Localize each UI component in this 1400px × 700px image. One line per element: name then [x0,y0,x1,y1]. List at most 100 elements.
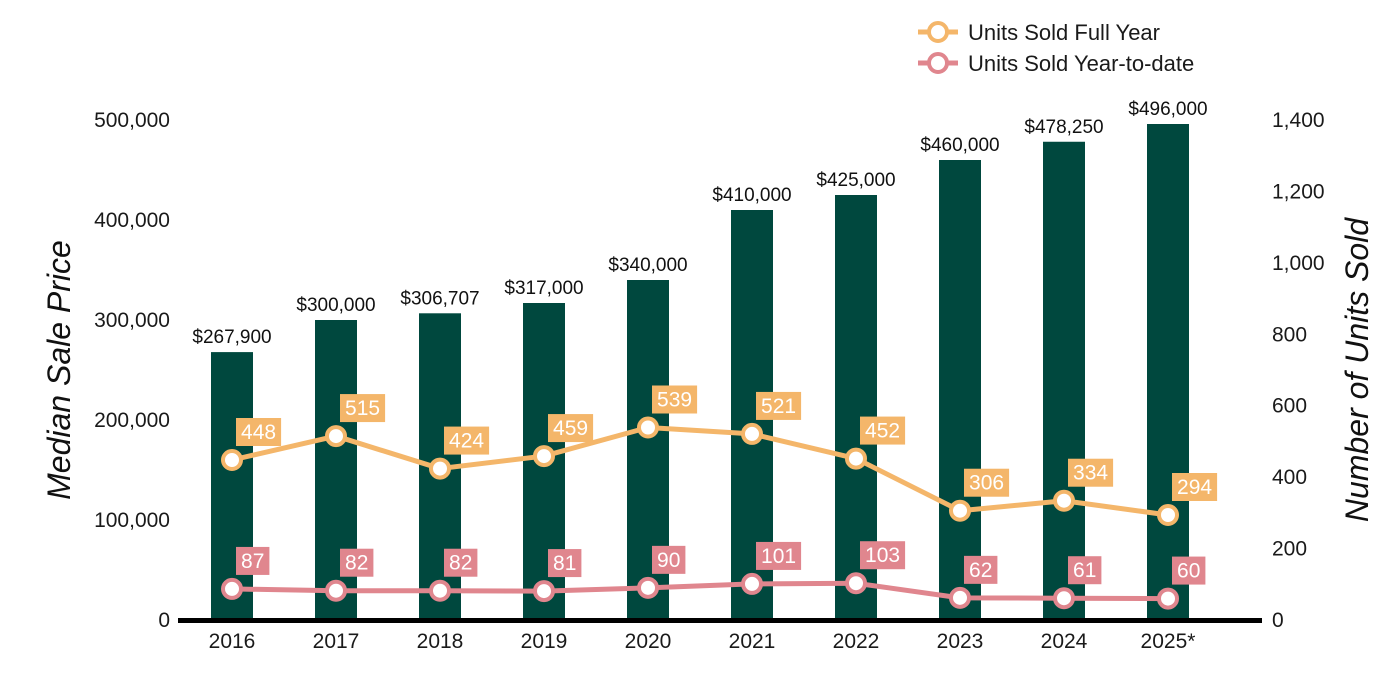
legend-ytd-marker [927,52,949,74]
point-label-box-ytd [444,548,478,577]
point-label-full-year: 452 [865,420,900,443]
point-label-ytd: 81 [553,552,576,575]
point-label-full-year: 539 [657,389,692,412]
line-series: 448 515 424 459 539 521 452 306 334 294 87 82 82 81 90… [221,385,1218,610]
series-line-ytd [231,580,1169,602]
bar-value-label: $300,000 [296,295,375,316]
bar-value-label: $478,250 [1024,117,1103,138]
point-label-box-full-year [548,414,594,443]
y-axis-title: Median Sale Price [41,240,77,500]
point-full-year [325,425,347,448]
bar-value-label: $410,000 [712,185,791,206]
legend: Units Sold Full Year Units Sold Year-to-… [918,20,1194,76]
point-full-year [1157,504,1179,526]
x-tick-label: 2019 [521,630,568,653]
y2-tick-label: 200 [1272,538,1307,561]
point-label-box-ytd [756,541,802,570]
y2-tick-label: 400 [1272,466,1307,489]
y-tick-label: 400,000 [94,209,170,232]
point-label-full-year: 521 [761,395,796,418]
bar-value-labels: $267,900 $300,000 $306,707 $317,000 $340,000… [192,99,1207,348]
point-label-ytd: 82 [345,552,368,575]
bar-value-label: $306,707 [400,288,479,309]
point-ytd [533,580,555,603]
point-label-box-full-year [1172,473,1218,501]
x-axis-ticks: 2016 2017 2018 2019 2020 2021 2022 2023 2024 2025… [209,630,1196,653]
bar-value-label: $460,000 [920,135,999,156]
x-tick-label: 2017 [313,630,360,653]
series-ytd: 87 82 82 81 90 101 103 62 61 60 [221,541,1206,610]
point-label-ytd: 82 [449,552,472,575]
point-label-box-full-year [860,416,906,445]
point-label-ytd: 101 [761,545,796,568]
point-ytd [1157,587,1179,610]
point-label-box-ytd [236,546,270,575]
y-tick-label: 200,000 [94,409,170,432]
point-full-year [533,445,555,468]
point-ytd [637,576,659,599]
y-tick-label: 500,000 [94,109,170,132]
y2-tick-label: 1,200 [1272,180,1325,203]
bar-value-label: $340,000 [608,255,687,276]
y2-tick-label: 1,400 [1272,109,1325,132]
y2-tick-label: 800 [1272,323,1307,346]
x-tick-label: 2025* [1141,630,1196,653]
point-label-ytd: 60 [1177,560,1200,583]
bar [939,160,981,620]
point-full-year [429,457,451,480]
x-tick-label: 2020 [625,630,672,653]
bar-value-label: $425,000 [816,170,895,191]
point-ytd [325,579,347,602]
y2-tick-label: 0 [1272,609,1284,632]
point-label-box-ytd [1172,556,1206,585]
legend-full-year-label: Units Sold Full Year [968,20,1160,45]
bar-value-label: $317,000 [504,278,583,299]
point-full-year [741,422,763,445]
point-ytd [741,572,763,595]
point-ytd [1053,587,1075,610]
point-label-box-ytd [1068,556,1102,585]
point-ytd [949,586,971,609]
point-label-full-year: 515 [345,397,380,420]
point-full-year [1053,489,1075,512]
point-label-box-full-year [236,418,282,446]
bar [211,352,253,620]
x-tick-label: 2023 [937,630,984,653]
point-label-box-full-year [964,468,1010,497]
point-full-year [845,447,867,470]
point-label-box-ytd [340,548,374,577]
x-tick-label: 2022 [833,630,880,653]
series-full-year: 448 515 424 459 539 521 452 306 334 294 [221,385,1218,526]
legend-full-year-marker [927,21,949,43]
point-ytd [845,572,867,595]
series-line-full-year [231,425,1169,518]
point-label-full-year: 448 [241,421,276,444]
bar [1147,124,1189,620]
point-label-box-ytd [652,545,686,574]
point-label-box-full-year [444,426,490,455]
x-tick-label: 2021 [729,630,776,653]
point-label-box-ytd [964,555,998,584]
point-label-box-full-year [340,394,386,423]
point-label-box-ytd [860,541,906,570]
bars [211,124,1189,620]
point-label-ytd: 87 [241,550,264,573]
point-label-box-ytd [548,549,582,578]
y-tick-label: 100,000 [94,509,170,532]
point-full-year [949,499,971,522]
x-tick-label: 2024 [1041,630,1088,653]
point-label-full-year: 294 [1177,476,1212,499]
y2-tick-label: 600 [1272,395,1307,418]
point-ytd [429,579,451,602]
point-label-box-full-year [756,391,802,420]
point-label-full-year: 459 [553,417,588,440]
bar-value-label: $267,900 [192,327,271,348]
point-label-box-full-year [1068,458,1114,487]
point-label-full-year: 334 [1073,462,1108,485]
y2-axis-ticks: 0 200 400 600 800 1,000 1,200 1,400 [1272,109,1325,632]
point-label-full-year: 306 [969,472,1004,495]
point-label-ytd: 103 [865,544,900,567]
point-full-year [637,416,659,439]
x-tick-label: 2018 [417,630,464,653]
